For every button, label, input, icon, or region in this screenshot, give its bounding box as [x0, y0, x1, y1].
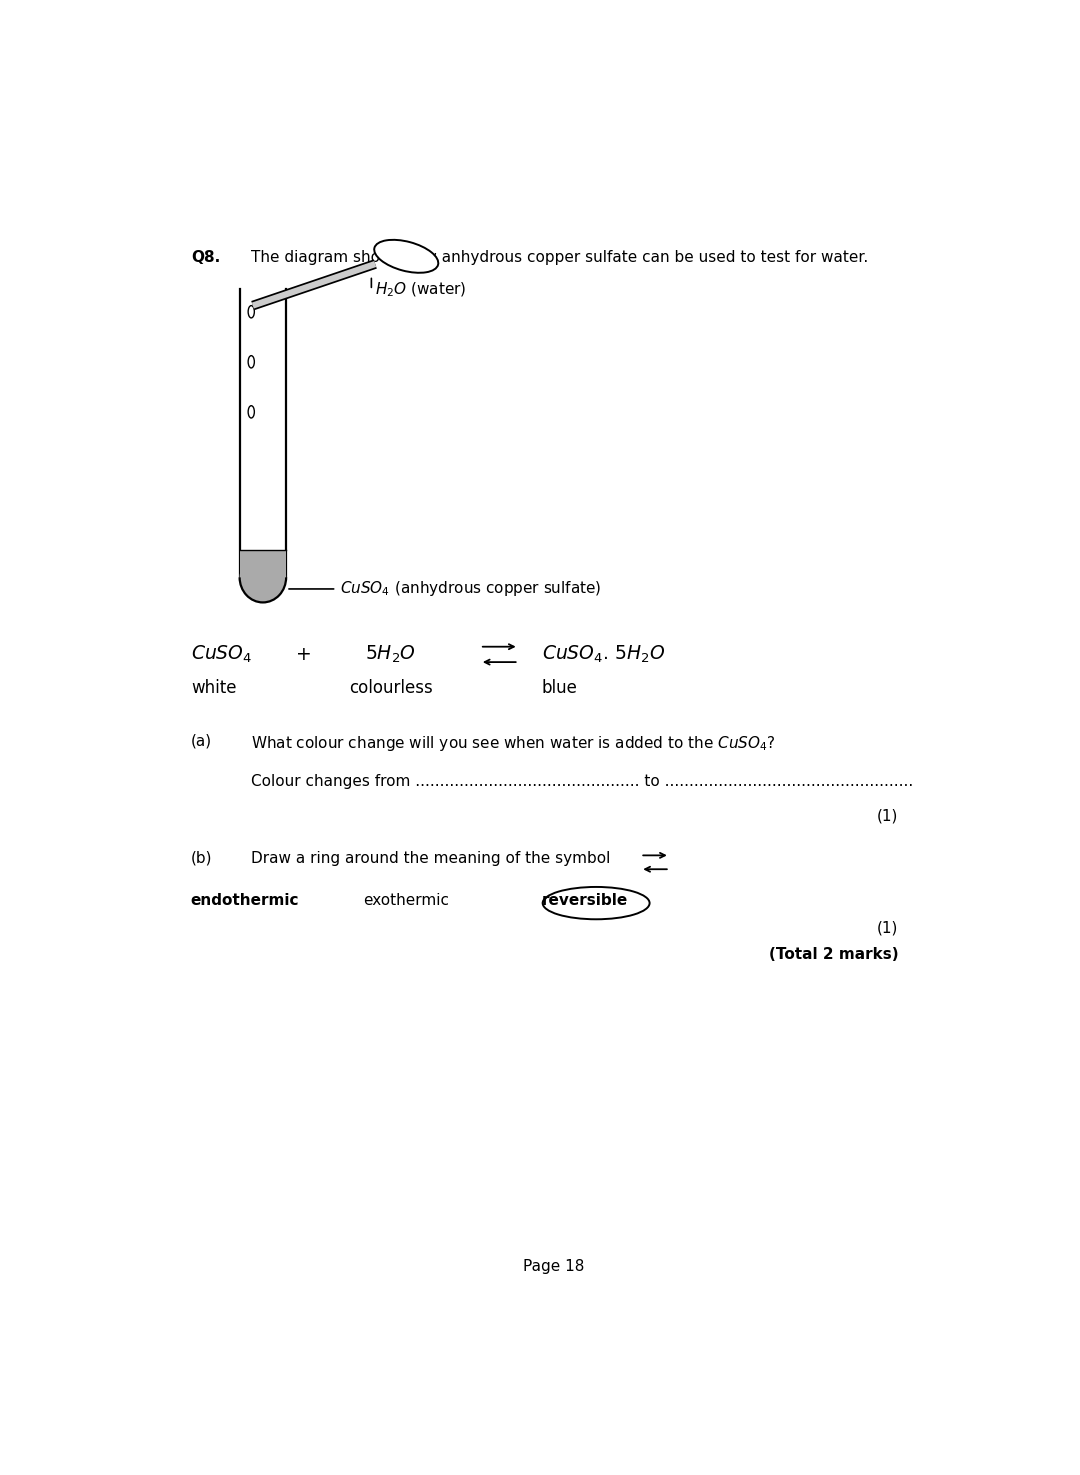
Text: Draw a ring around the meaning of the symbol: Draw a ring around the meaning of the sy…	[252, 851, 610, 866]
Text: +: +	[296, 645, 312, 664]
Text: Q8.: Q8.	[191, 251, 220, 266]
Text: $5H_2O$: $5H_2O$	[365, 643, 416, 665]
Text: (b): (b)	[191, 851, 213, 866]
Text: (1): (1)	[877, 920, 899, 935]
Text: What colour change will you see when water is added to the $CuSO_4$?: What colour change will you see when wat…	[252, 733, 775, 752]
Text: The diagram shows how anhydrous copper sulfate can be used to test for water.: The diagram shows how anhydrous copper s…	[252, 251, 868, 266]
Ellipse shape	[248, 406, 255, 417]
Text: $H_2O$ (water): $H_2O$ (water)	[375, 282, 467, 299]
Text: colourless: colourless	[349, 678, 433, 696]
Text: (1): (1)	[877, 808, 899, 823]
Text: (a): (a)	[191, 733, 212, 749]
Ellipse shape	[248, 355, 255, 367]
Text: white: white	[191, 678, 237, 696]
Text: $CuSO_4$: $CuSO_4$	[191, 643, 252, 665]
Ellipse shape	[240, 552, 286, 602]
Text: Page 18: Page 18	[523, 1260, 584, 1274]
Text: exothermic: exothermic	[364, 892, 449, 909]
Text: (Total 2 marks): (Total 2 marks)	[769, 947, 899, 962]
Text: endothermic: endothermic	[191, 892, 299, 909]
Text: Colour changes from .............................................. to ..........: Colour changes from ....................…	[252, 774, 914, 789]
Ellipse shape	[374, 240, 438, 273]
Text: reversible: reversible	[542, 892, 629, 909]
Bar	[240, 550, 286, 577]
Bar	[240, 289, 286, 577]
Text: $CuSO_4$. $5H_2O$: $CuSO_4$. $5H_2O$	[542, 643, 665, 665]
Ellipse shape	[248, 305, 255, 319]
Text: blue: blue	[542, 678, 578, 696]
Text: $CuSO_4$ (anhydrous copper sulfate): $CuSO_4$ (anhydrous copper sulfate)	[340, 580, 602, 599]
